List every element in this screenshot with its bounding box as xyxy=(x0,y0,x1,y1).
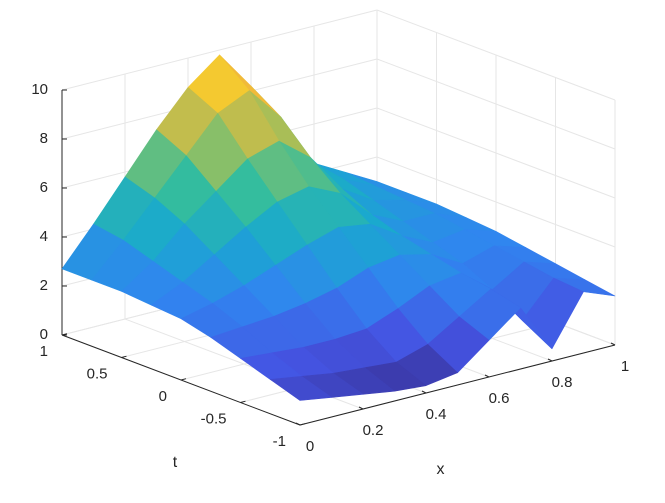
x-tick-label: 0.2 xyxy=(363,422,384,439)
x-tick-label: 0 xyxy=(306,438,314,455)
tick-mark xyxy=(240,400,246,403)
z-tick-label: 2 xyxy=(40,277,48,294)
grid-line xyxy=(376,107,616,199)
z-tick-label: 10 xyxy=(31,81,48,98)
x-tick-label: 0.8 xyxy=(552,374,573,391)
x-tick-label: 1 xyxy=(621,358,629,375)
surface-patch xyxy=(269,376,332,401)
grid-line xyxy=(376,58,616,150)
y-tick-label: 0.5 xyxy=(87,365,108,382)
tick-mark xyxy=(484,374,490,378)
x-tick-label: 0.6 xyxy=(489,390,510,407)
x-tick-label: 0.4 xyxy=(426,406,447,423)
grid-line xyxy=(61,9,378,91)
tick-mark xyxy=(61,333,68,336)
x-axis-label: x xyxy=(437,461,445,478)
y-tick-label: -1 xyxy=(273,433,286,450)
z-tick-label: 0 xyxy=(40,326,48,343)
tick-mark xyxy=(421,390,427,394)
z-tick-label: 4 xyxy=(40,228,48,245)
tick-mark xyxy=(180,378,187,381)
grid-line xyxy=(376,156,616,248)
axis-line xyxy=(299,344,616,426)
tick-mark xyxy=(299,423,306,426)
grid-line xyxy=(376,9,616,101)
t-axis-label: t xyxy=(173,454,178,471)
tick-mark xyxy=(547,358,553,362)
y-tick-label: 0 xyxy=(159,388,167,405)
tick-mark xyxy=(121,355,127,358)
tick-mark xyxy=(610,342,616,346)
y-tick-label: -0.5 xyxy=(201,410,227,427)
z-tick-label: 6 xyxy=(40,179,48,196)
z-tick-label: 8 xyxy=(40,130,48,147)
tick-mark xyxy=(295,422,301,426)
y-tick-label: 1 xyxy=(40,343,48,360)
tick-mark xyxy=(358,406,364,410)
